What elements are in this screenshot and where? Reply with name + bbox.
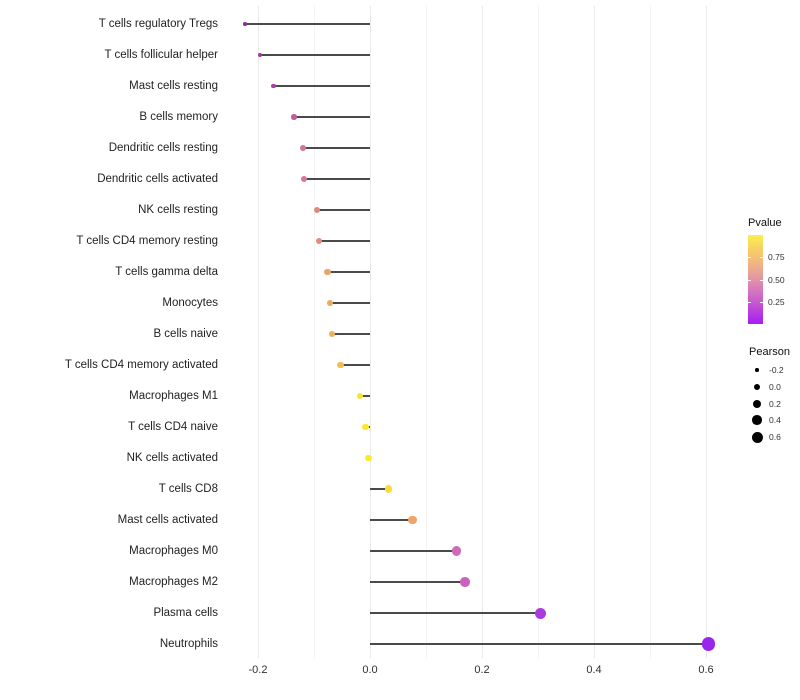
data-point <box>243 22 247 26</box>
pvalue-legend-title: Pvalue <box>748 217 782 229</box>
lollipop-stem <box>370 488 389 490</box>
pearson-size-key-label: 0.2 <box>769 398 781 409</box>
data-point <box>451 546 461 556</box>
lollipop-stem <box>316 209 370 211</box>
lollipop-stem <box>370 612 541 614</box>
data-point <box>271 83 277 89</box>
data-point <box>291 114 297 120</box>
y-axis-label: T cells gamma delta <box>115 266 218 278</box>
y-axis-label: Macrophages M1 <box>129 390 218 402</box>
lollipop-stem <box>370 643 709 645</box>
data-point <box>327 299 334 307</box>
colorbar-tick <box>760 301 763 303</box>
lollipop-stem <box>273 85 370 87</box>
x-axis-tick-label: -0.2 <box>248 664 268 676</box>
y-axis-label: Monocytes <box>162 297 218 309</box>
colorbar-tick <box>748 257 751 259</box>
pearson-size-key-dot <box>751 431 763 443</box>
x-axis-tick-label: 0.2 <box>474 664 490 676</box>
pearson-size-key-label: 0.6 <box>769 432 781 442</box>
colorbar-tick <box>748 279 751 281</box>
data-point <box>316 238 323 244</box>
data-point <box>299 145 306 151</box>
lollipop-stem <box>293 116 370 118</box>
data-point <box>701 637 715 651</box>
lollipop-stem <box>340 364 370 366</box>
lollipop-stem <box>330 302 370 304</box>
pearson-size-key-label: 0.4 <box>769 415 781 425</box>
x-gridline-major <box>593 6 595 658</box>
y-axis-label: T cells CD4 memory resting <box>76 235 218 247</box>
pearson-size-key-dot <box>753 383 761 391</box>
lollipop-stem <box>327 271 370 273</box>
data-point <box>324 268 331 276</box>
x-gridline-minor <box>313 6 315 658</box>
pearson-legend-title: Pearson <box>749 346 790 358</box>
lollipop-stem <box>303 178 370 180</box>
colorbar-tick-label: 0.75 <box>768 252 785 263</box>
data-point <box>301 176 307 182</box>
lollipop-stem <box>359 395 370 397</box>
y-axis-label: Macrophages M0 <box>129 545 218 557</box>
y-axis-label: T cells CD8 <box>158 483 218 495</box>
x-gridline-major <box>705 6 707 658</box>
x-gridline-major <box>257 6 259 658</box>
data-point <box>460 577 470 587</box>
y-axis-label: NK cells resting <box>138 204 218 216</box>
x-axis-tick-label: 0.6 <box>698 664 714 676</box>
x-gridline-minor <box>537 6 539 658</box>
y-axis-label: Mast cells activated <box>117 514 218 526</box>
lollipop-stem <box>319 240 370 242</box>
y-axis-label: Dendritic cells resting <box>108 142 218 154</box>
lollipop-stem <box>370 581 466 583</box>
data-point <box>313 207 320 213</box>
data-point <box>356 392 364 400</box>
pearson-size-key-dot <box>753 399 761 408</box>
y-axis-label: Macrophages M2 <box>129 576 218 588</box>
data-point <box>408 515 417 525</box>
pearson-size-key-dot <box>755 368 759 372</box>
y-axis-label: Neutrophils <box>159 638 218 650</box>
data-point <box>337 361 344 369</box>
y-axis-label: T cells follicular helper <box>104 49 218 61</box>
y-axis-label: NK cells activated <box>126 452 218 464</box>
x-gridline-minor <box>649 6 651 658</box>
pearson-size-key-label: -0.2 <box>769 365 784 375</box>
colorbar-tick-label: 0.50 <box>768 274 785 285</box>
x-axis-tick-label: 0.0 <box>362 664 378 676</box>
lollipop-stem <box>331 333 370 335</box>
pearson-size-key-dot <box>752 415 762 425</box>
x-gridline-major <box>481 6 483 658</box>
lollipop-stem <box>302 147 370 149</box>
pvalue-colorbar <box>748 235 763 324</box>
x-gridline-minor <box>425 6 427 658</box>
colorbar-tick <box>748 301 751 303</box>
data-point <box>328 330 335 338</box>
pearson-size-key-label: 0.0 <box>769 382 781 392</box>
y-axis-label: B cells memory <box>139 111 218 123</box>
data-point <box>364 454 372 462</box>
y-axis-label: Mast cells resting <box>129 80 218 92</box>
data-point <box>384 485 393 493</box>
data-point <box>535 607 547 619</box>
y-axis-label: Plasma cells <box>153 607 218 619</box>
y-axis-label: T cells CD4 memory activated <box>64 359 218 371</box>
x-axis-tick-label: 0.4 <box>586 664 602 676</box>
y-axis-label: T cells regulatory Tregs <box>98 18 218 30</box>
y-axis-label: Dendritic cells activated <box>97 173 218 185</box>
data-point <box>362 423 369 431</box>
lollipop-stem <box>245 23 370 25</box>
colorbar-tick-label: 0.25 <box>768 296 785 307</box>
colorbar-tick <box>760 257 763 259</box>
y-axis-label: B cells naive <box>153 328 218 340</box>
lollipop-stem <box>370 550 457 552</box>
data-point <box>258 52 263 58</box>
lollipop-stem <box>260 54 370 56</box>
lollipop-stem <box>370 519 413 521</box>
y-axis-label: T cells CD4 naive <box>128 421 218 433</box>
colorbar-tick <box>760 279 763 281</box>
x-gridline-major <box>369 6 371 658</box>
